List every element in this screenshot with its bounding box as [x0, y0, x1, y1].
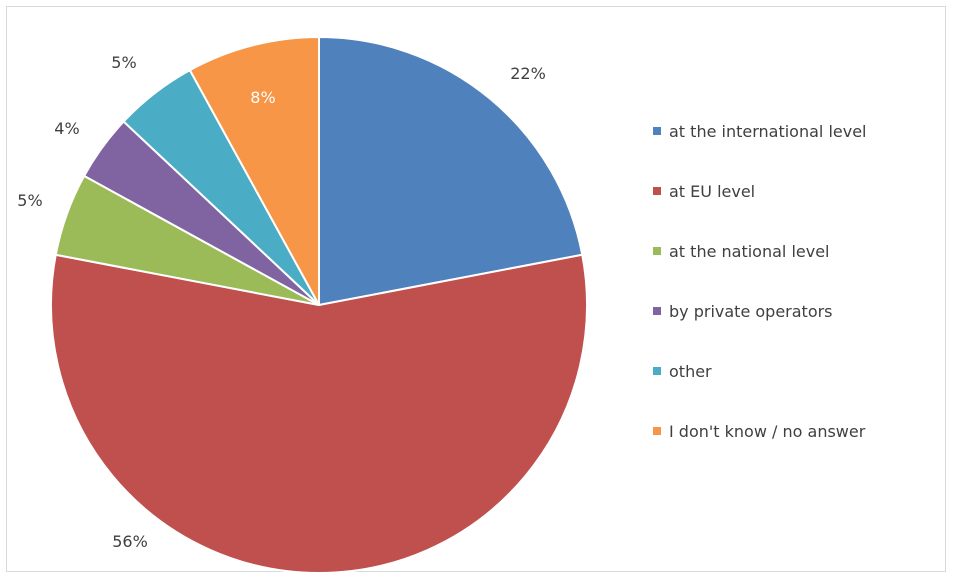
data-label: 5% [111, 53, 136, 72]
legend-label: by private operators [669, 302, 833, 321]
legend-swatch [653, 247, 661, 255]
pie-slices [51, 37, 587, 573]
data-label: 8% [250, 88, 275, 107]
data-label: 4% [54, 119, 79, 138]
legend-swatch [653, 307, 661, 315]
legend-label: other [669, 362, 712, 381]
legend-swatch [653, 127, 661, 135]
legend: at the international level at EU level at … [653, 122, 866, 441]
legend-swatch [653, 187, 661, 195]
data-label: 5% [17, 191, 42, 210]
legend-swatch [653, 367, 661, 375]
legend-label: at EU level [669, 182, 755, 201]
legend-label: at the international level [669, 122, 866, 141]
data-label: 22% [510, 64, 546, 83]
legend-swatch [653, 427, 661, 435]
legend-label: at the national level [669, 242, 829, 261]
data-label: 56% [112, 532, 148, 551]
legend-label: I don't know / no answer [669, 422, 866, 441]
